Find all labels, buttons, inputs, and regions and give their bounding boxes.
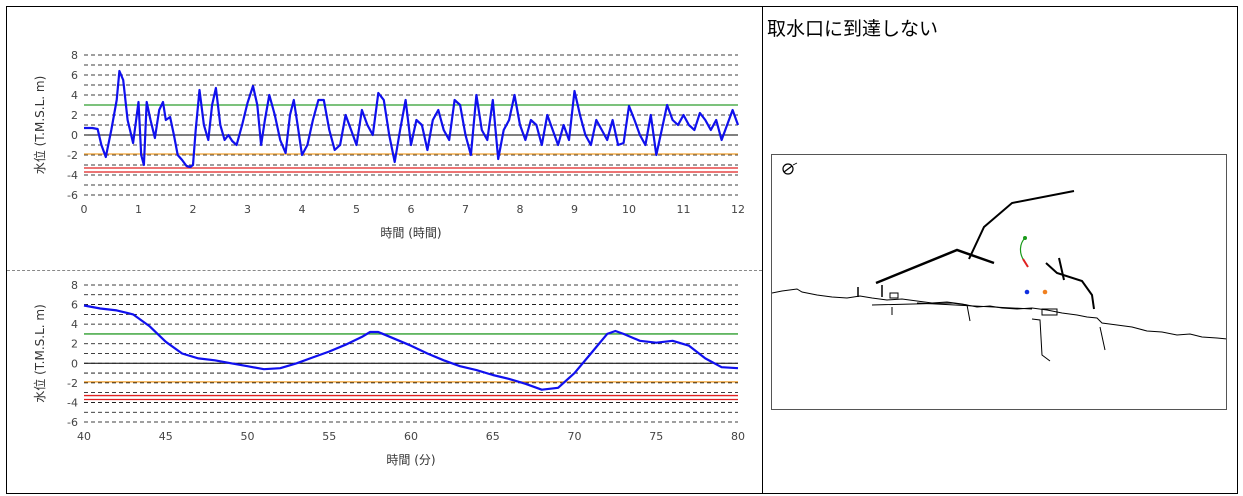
- y-axis-label: 水位 (T.M.S.L. m): [32, 76, 47, 175]
- y-tick-label: 2: [71, 338, 78, 351]
- water-level-chart-minutes: -6 -4 -2 0 2 4 6 8 40 45 50 55 60 65 70 75 80 時間 (分) 水位 (T…: [32, 279, 745, 467]
- x-axis-label: 時間 (時間): [380, 226, 441, 240]
- x-tick-label: 50: [241, 430, 255, 443]
- x-tick-label: 12: [731, 203, 745, 216]
- compass-icon: [782, 162, 798, 175]
- y-tick-label: 6: [71, 69, 78, 82]
- harbor-map: [771, 154, 1227, 410]
- x-tick-label: 1: [135, 203, 142, 216]
- x-tick-label: 0: [81, 203, 88, 216]
- y-tick-label: -6: [67, 189, 78, 202]
- particle-markers: [1019, 236, 1048, 295]
- x-tick-label: 3: [244, 203, 251, 216]
- y-tick-label: -6: [67, 416, 78, 429]
- y-axis-label: 水位 (T.M.S.L. m): [32, 304, 47, 403]
- x-tick-label: 2: [190, 203, 197, 216]
- y-tick-label: -2: [67, 149, 78, 162]
- x-tick-label: 11: [677, 203, 691, 216]
- x-tick-label: 9: [571, 203, 578, 216]
- x-tick-label: 8: [517, 203, 524, 216]
- x-tick-label: 80: [731, 430, 745, 443]
- x-axis-label: 時間 (分): [386, 453, 435, 467]
- y-tick-label: -2: [67, 377, 78, 390]
- water-level-line: [83, 304, 739, 391]
- coastline: [772, 288, 1226, 362]
- breakwater: [857, 190, 1095, 316]
- x-tick-label: 7: [462, 203, 469, 216]
- x-tick-label: 70: [568, 430, 582, 443]
- x-tick-label: 40: [77, 430, 91, 443]
- horizontal-divider: [7, 270, 762, 271]
- x-tick-label: 10: [622, 203, 636, 216]
- y-tick-label: 4: [71, 89, 78, 102]
- x-tick-label: 45: [159, 430, 173, 443]
- y-tick-label: 0: [71, 357, 78, 370]
- y-tick-label: 8: [71, 279, 78, 292]
- x-tick-label: 65: [486, 430, 500, 443]
- x-tick-label: 4: [299, 203, 306, 216]
- y-tick-label: 0: [71, 129, 78, 142]
- y-tick-label: 6: [71, 299, 78, 312]
- x-tick-label: 75: [649, 430, 663, 443]
- map-title: 取水口に到達しない: [767, 18, 939, 40]
- y-tick-label: 4: [71, 318, 78, 331]
- y-tick-label: 8: [71, 49, 78, 62]
- y-tick-label: -4: [67, 396, 78, 409]
- y-tick-label: 2: [71, 109, 78, 122]
- y-tick-label: -4: [67, 169, 78, 182]
- figure-frame: [6, 6, 1238, 494]
- vertical-divider: [762, 6, 763, 494]
- x-tick-label: 6: [408, 203, 415, 216]
- water-level-line: [84, 69, 740, 169]
- x-tick-label: 5: [353, 203, 360, 216]
- x-tick-label: 55: [322, 430, 336, 443]
- x-tick-label: 60: [404, 430, 418, 443]
